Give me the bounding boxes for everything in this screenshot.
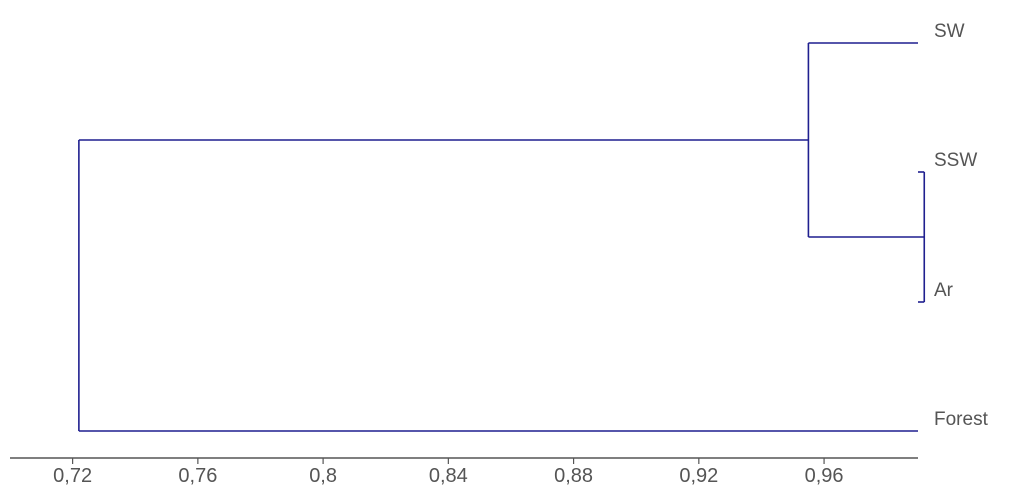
x-tick-label: 0,92 (679, 465, 718, 487)
x-tick-label: 0,96 (805, 465, 844, 487)
leaf-label-forest: Forest (934, 409, 989, 430)
leaf-labels: SW SSW Ar Forest (934, 21, 989, 430)
leaf-label-sw: SW (934, 21, 965, 42)
x-tick-label: 0,88 (554, 465, 593, 487)
dendrogram-links (78, 42, 926, 432)
x-tick-label: 0,76 (178, 465, 217, 487)
x-axis: 0,72 0,76 0,8 0,84 0,88 0,92 0,96 (10, 457, 918, 487)
x-tick-label: 0,72 (53, 465, 92, 487)
leaf-label-ar: Ar (934, 280, 954, 301)
x-tick-label: 0,8 (309, 465, 337, 487)
leaf-label-ssw: SSW (934, 150, 977, 171)
x-tick-label: 0,84 (429, 465, 468, 487)
